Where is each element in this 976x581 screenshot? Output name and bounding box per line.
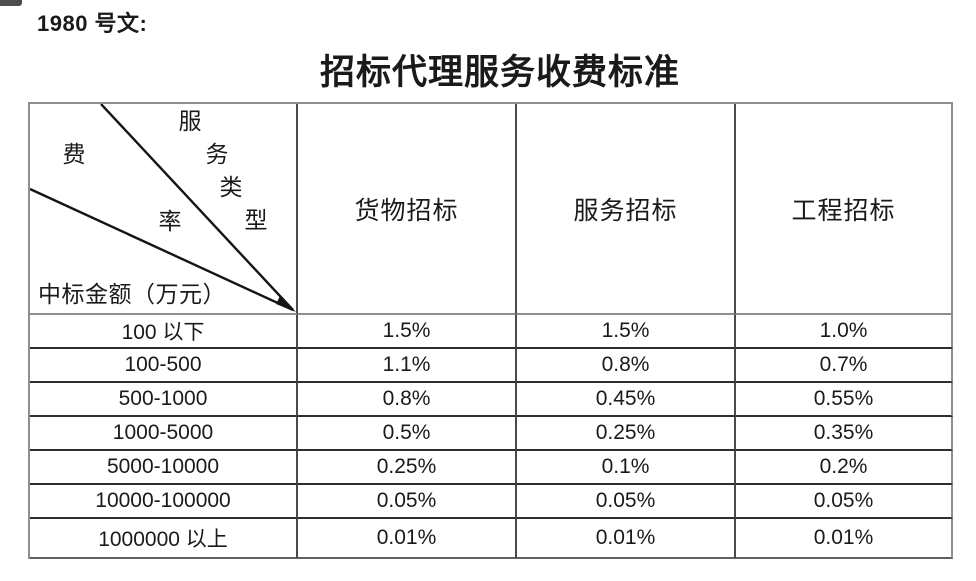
fee-value: 0.05% — [595, 489, 656, 512]
fee-cell: 0.05% — [517, 485, 736, 519]
row-label-cell: 10000-100000 — [30, 485, 298, 519]
fee-value: 0.01% — [813, 526, 874, 549]
fee-value: 1.5% — [601, 319, 650, 342]
column-header-label: 服务招标 — [573, 197, 678, 225]
fee-table: 服 务 类 型 费 率 中标金额（万元） 货物招标 服务招标 工程招标 100 … — [28, 102, 953, 559]
fee-value: 0.55% — [813, 387, 874, 410]
fee-cell: 0.1% — [517, 451, 736, 485]
column-header-label: 工程招标 — [791, 197, 896, 225]
fee-value: 0.1% — [601, 455, 650, 478]
fee-value: 0.5% — [382, 421, 431, 444]
row-label-cell: 1000-5000 — [30, 417, 298, 451]
corner-fee-rate-char: 率 — [158, 209, 182, 234]
arrowhead-icon — [276, 296, 296, 312]
row-label-cell: 100 以下 — [30, 315, 298, 349]
fee-cell: 0.01% — [517, 519, 736, 559]
fee-value: 0.05% — [813, 489, 874, 512]
fee-cell: 0.35% — [736, 417, 953, 451]
fee-value: 0.25% — [376, 455, 437, 478]
fee-cell: 0.45% — [517, 383, 736, 417]
fee-cell: 0.55% — [736, 383, 953, 417]
row-label-cell: 1000000 以上 — [30, 519, 298, 559]
fee-cell: 0.5% — [298, 417, 517, 451]
fee-cell: 0.01% — [298, 519, 517, 559]
fee-cell: 0.7% — [736, 349, 953, 383]
fee-cell: 0.05% — [736, 485, 953, 519]
row-label-cell: 100-500 — [30, 349, 298, 383]
row-label: 500-1000 — [118, 387, 208, 410]
fee-value: 0.8% — [601, 353, 650, 376]
fee-cell: 0.8% — [298, 383, 517, 417]
fee-value: 0.25% — [595, 421, 656, 444]
fee-cell: 0.25% — [298, 451, 517, 485]
fee-cell: 0.01% — [736, 519, 953, 559]
amount-axis-label: 中标金额（万元） — [38, 282, 226, 307]
corner-service-type-char: 型 — [244, 208, 268, 233]
corner-service-type-char: 类 — [219, 175, 243, 200]
row-label: 1000-5000 — [112, 421, 214, 444]
corner-fee-rate-char: 费 — [62, 142, 86, 167]
column-header-goods: 货物招标 — [298, 104, 517, 315]
fee-value: 0.2% — [819, 455, 868, 478]
diagonal-divider-lines — [30, 104, 296, 312]
row-label: 1000000 以上 — [98, 528, 228, 551]
doc-label: 1980 号文: — [37, 11, 148, 36]
fee-cell: 0.05% — [298, 485, 517, 519]
page-title: 招标代理服务收费标准 — [319, 53, 680, 92]
fee-cell: 1.5% — [298, 315, 517, 349]
corner-service-type-char: 务 — [205, 142, 229, 167]
row-label: 10000-100000 — [95, 489, 231, 512]
row-label: 5000-10000 — [106, 455, 220, 478]
corner-service-type-char: 服 — [178, 109, 202, 134]
fee-value: 1.1% — [382, 353, 431, 376]
fee-value: 0.8% — [382, 387, 431, 410]
fee-value: 1.0% — [819, 319, 868, 342]
fee-value: 0.01% — [376, 526, 437, 549]
row-label-cell: 500-1000 — [30, 383, 298, 417]
column-header-engineering: 工程招标 — [736, 104, 953, 315]
fee-cell: 0.2% — [736, 451, 953, 485]
fee-value: 0.7% — [819, 353, 868, 376]
fee-value: 0.01% — [595, 526, 656, 549]
scan-artifact — [0, 0, 22, 6]
fee-value: 0.45% — [595, 387, 656, 410]
fee-cell: 1.0% — [736, 315, 953, 349]
fee-cell: 0.8% — [517, 349, 736, 383]
column-header-services: 服务招标 — [517, 104, 736, 315]
fee-cell: 0.25% — [517, 417, 736, 451]
column-header-label: 货物招标 — [354, 197, 459, 225]
corner-cell: 服 务 类 型 费 率 中标金额（万元） — [30, 104, 298, 315]
fee-cell: 1.5% — [517, 315, 736, 349]
row-label: 100-500 — [124, 353, 202, 376]
fee-value: 1.5% — [382, 319, 431, 342]
row-label: 100 以下 — [121, 321, 205, 344]
fee-value: 0.05% — [376, 489, 437, 512]
fee-cell: 1.1% — [298, 349, 517, 383]
fee-value: 0.35% — [813, 421, 874, 444]
row-label-cell: 5000-10000 — [30, 451, 298, 485]
